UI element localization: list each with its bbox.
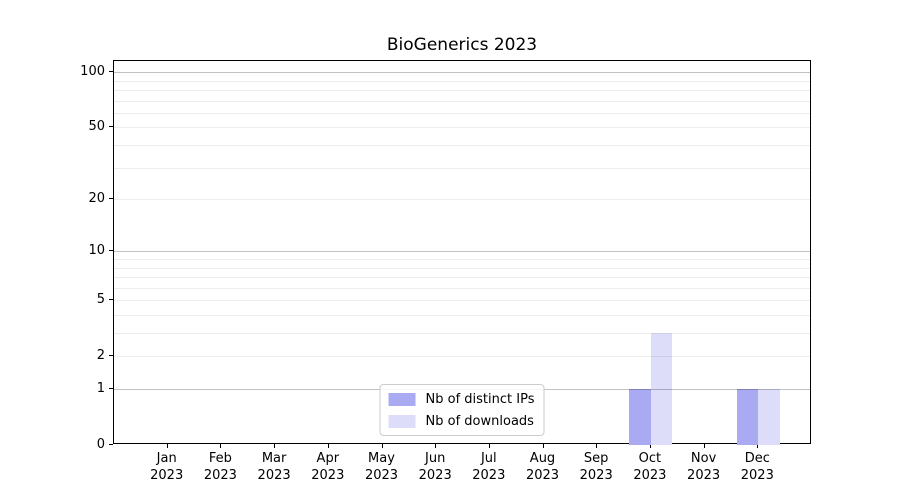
y-tick-mark: [109, 71, 113, 73]
y-tick-label: 10: [88, 242, 105, 258]
x-tick-mark: [381, 444, 383, 448]
y-tick-mark: [109, 355, 113, 357]
x-tick-mark: [596, 444, 598, 448]
x-tick-mark: [435, 444, 437, 448]
bars-layer: [114, 61, 810, 445]
x-tick-label: Feb 2023: [203, 451, 237, 483]
legend-label: Nb of downloads: [425, 413, 534, 429]
x-tick-mark: [542, 444, 544, 448]
x-tick-label: Mar 2023: [257, 451, 291, 483]
chart-title: BioGenerics 2023: [386, 35, 538, 55]
x-tick-label: Apr 2023: [311, 451, 345, 483]
y-tick-mark: [109, 299, 113, 301]
y-tick-mark: [109, 250, 113, 252]
x-tick-mark: [649, 444, 651, 448]
x-tick-mark: [757, 444, 759, 448]
x-tick-mark: [220, 444, 222, 448]
x-tick-label: Sep 2023: [579, 451, 613, 483]
y-tick-mark: [109, 388, 113, 389]
x-tick-label: Jul 2023: [472, 451, 506, 483]
legend: Nb of distinct IPs Nb of downloads: [379, 384, 545, 436]
y-tick-mark: [109, 126, 113, 128]
legend-row: Nb of downloads: [388, 412, 535, 430]
y-tick-mark: [109, 198, 113, 199]
y-tick-label: 100: [80, 63, 105, 79]
x-tick-mark: [488, 444, 490, 448]
x-tick-mark: [274, 444, 276, 448]
legend-swatch: [388, 392, 416, 406]
x-tick-label: Oct 2023: [633, 451, 667, 483]
x-tick-mark: [703, 444, 705, 448]
y-tick-label: 5: [96, 291, 105, 307]
legend-label: Nb of distinct IPs: [425, 391, 535, 407]
x-tick-label: Aug 2023: [525, 451, 560, 483]
bar-distinct-ips: [736, 389, 759, 445]
y-tick-mark: [109, 444, 113, 445]
x-tick-label: Nov 2023: [687, 451, 721, 483]
y-tick-label: 20: [88, 190, 105, 206]
plot-area: Nb of distinct IPs Nb of downloads: [113, 60, 811, 445]
bar-downloads: [758, 389, 780, 445]
legend-swatch: [388, 414, 416, 428]
x-tick-label: Dec 2023: [740, 451, 774, 483]
bar-distinct-ips: [629, 389, 651, 445]
x-tick-mark: [166, 444, 168, 448]
y-tick-label: 1: [96, 380, 105, 396]
x-tick-label: Jan 2023: [150, 451, 184, 483]
y-tick-label: 2: [96, 347, 105, 363]
legend-row: Nb of distinct IPs: [388, 390, 535, 408]
x-tick-label: May 2023: [364, 451, 399, 483]
bar-downloads: [650, 333, 673, 445]
x-tick-label: Jun 2023: [418, 451, 452, 483]
y-tick-label: 0: [96, 436, 105, 452]
x-tick-mark: [327, 444, 329, 448]
y-tick-label: 50: [88, 118, 105, 134]
